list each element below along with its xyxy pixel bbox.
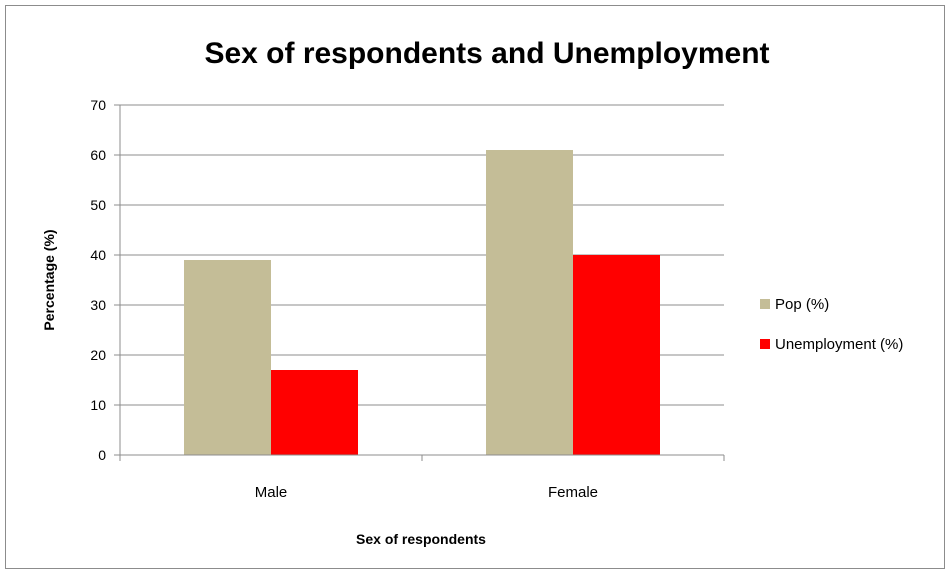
x-tick-label: Male	[255, 484, 288, 501]
legend-label: Pop (%)	[775, 296, 829, 313]
bar	[573, 255, 660, 455]
bar	[184, 260, 271, 455]
chart-title: Sex of respondents and Unemployment	[204, 37, 769, 70]
chart-frame	[5, 5, 945, 569]
x-tick-label: Female	[548, 484, 598, 501]
bar	[271, 370, 358, 455]
y-tick-label: 70	[90, 97, 106, 113]
legend-swatch	[760, 299, 770, 309]
y-tick-label: 40	[90, 247, 106, 263]
legend-swatch	[760, 339, 770, 349]
legend-label: Unemployment (%)	[775, 336, 903, 353]
y-tick-label: 10	[90, 397, 106, 413]
y-axis-title: Percentage (%)	[41, 229, 57, 330]
bar	[486, 150, 573, 455]
bars	[184, 150, 660, 455]
axes: 0 10 20 30 40 50 60 70 Male Female	[90, 97, 725, 501]
y-tick-label: 0	[98, 447, 106, 463]
y-tick-label: 20	[90, 347, 106, 363]
x-axis-title: Sex of respondents	[356, 531, 486, 547]
y-tick-label: 50	[90, 197, 106, 213]
y-tick-label: 60	[90, 147, 106, 163]
legend: Pop (%) Unemployment (%)	[760, 296, 903, 353]
y-tick-label: 30	[90, 297, 106, 313]
